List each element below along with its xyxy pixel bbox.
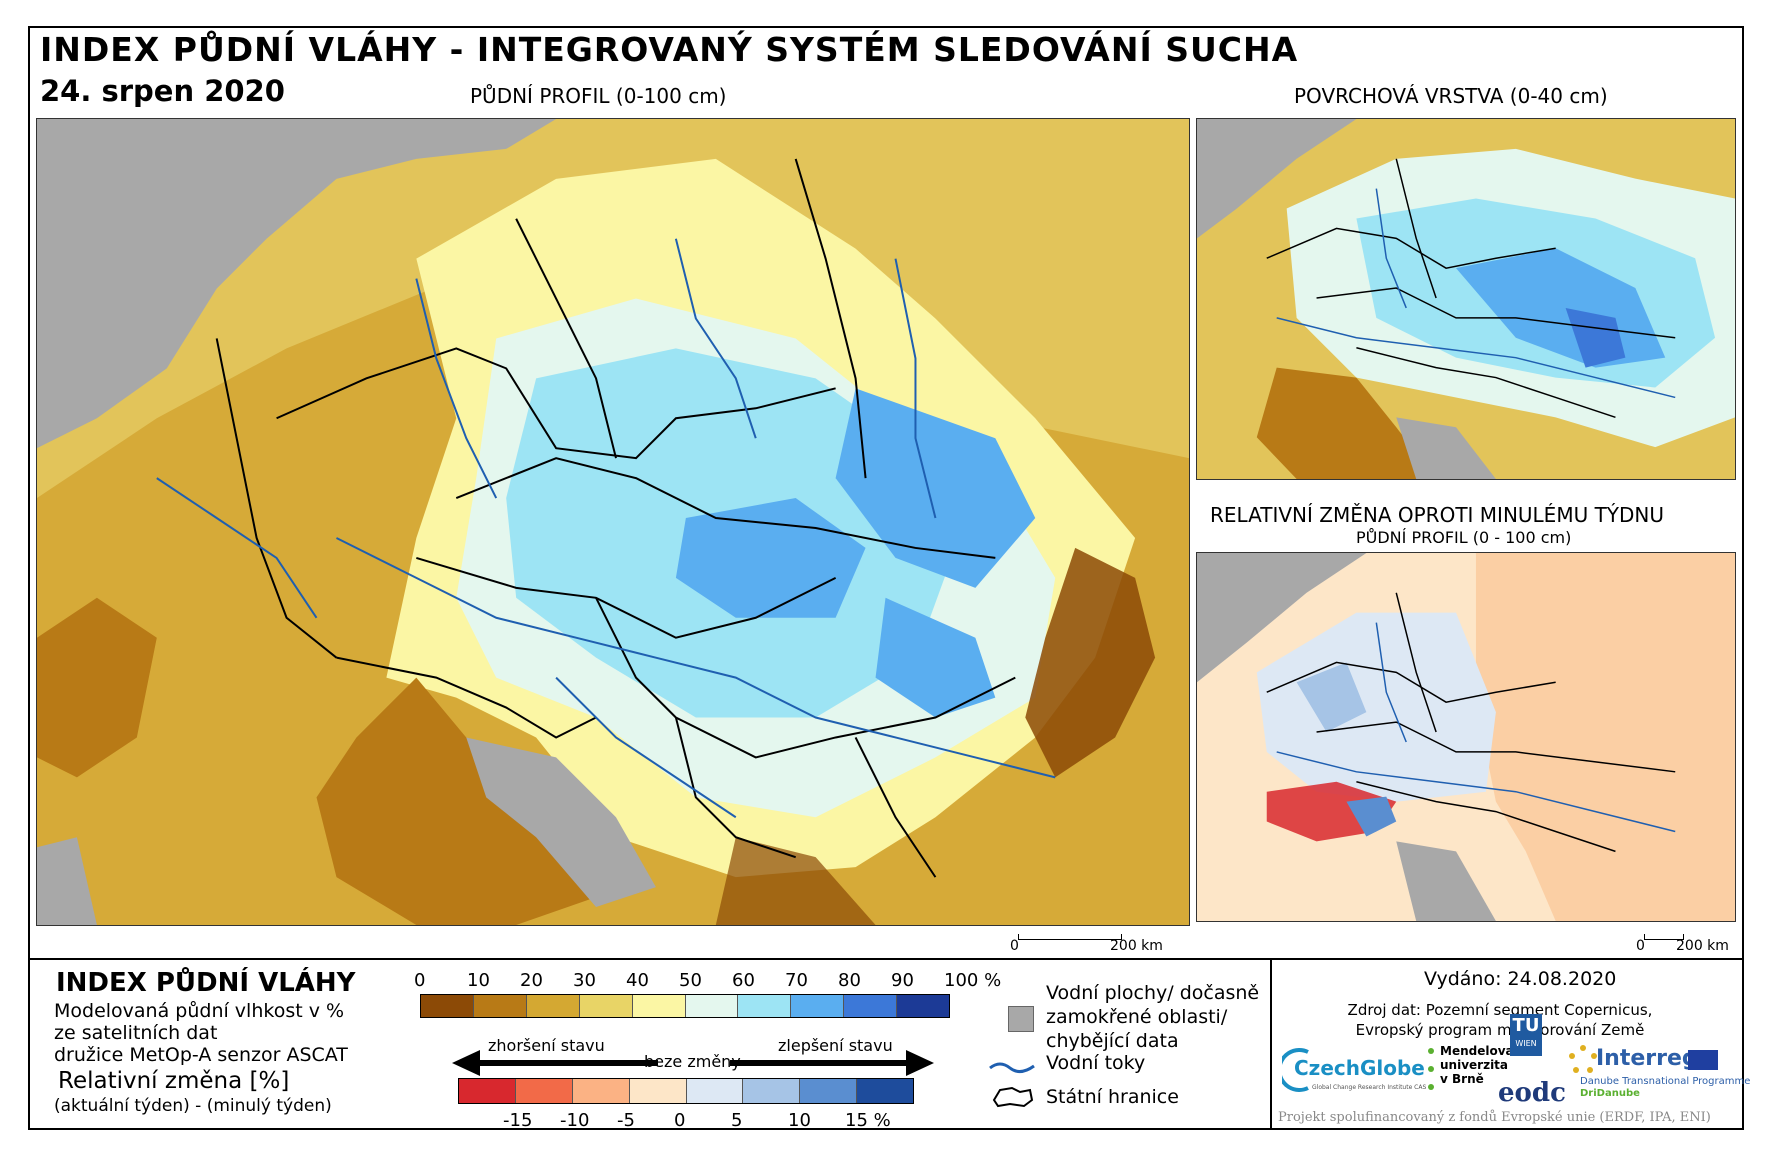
moisture-colorbar bbox=[420, 994, 950, 1018]
legend-line-1: Modelovaná půdní vlhkost v % bbox=[54, 1000, 345, 1022]
legend-line-2: ze satelitních dat bbox=[54, 1022, 218, 1044]
moisture-tick: 90 bbox=[891, 970, 914, 991]
change-swatch bbox=[686, 1079, 744, 1103]
moisture-swatch bbox=[897, 995, 950, 1017]
moisture-tick: 80 bbox=[838, 970, 861, 991]
moisture-tick: 30 bbox=[573, 970, 596, 991]
change-tick: 5 bbox=[731, 1110, 743, 1131]
river-swatch bbox=[989, 1062, 1035, 1073]
moisture-tick: 0 bbox=[414, 970, 426, 991]
mendel-line-2: univerzita bbox=[1440, 1058, 1509, 1072]
funding-footer: Projekt spolufinancovaný z fondů Evropsk… bbox=[1278, 1110, 1711, 1125]
moisture-swatch bbox=[844, 995, 898, 1017]
source-line-1: Zdroj dat: Pozemní segment Copernicus, bbox=[1347, 1001, 1653, 1019]
moisture-swatch bbox=[738, 995, 792, 1017]
scalebar-distance-small: 200 km bbox=[1676, 938, 1729, 954]
moisture-tick: 40 bbox=[626, 970, 649, 991]
change-swatch bbox=[572, 1079, 630, 1103]
relative-change-title: Relativní změna [%] bbox=[58, 1068, 290, 1094]
main-map-caption: PŮDNÍ PROFIL (0-100 cm) bbox=[470, 84, 727, 108]
wien-text: WIEN bbox=[1515, 1039, 1537, 1048]
legend-divider bbox=[28, 958, 1744, 960]
issued-date: Vydáno: 24.08.2020 bbox=[1424, 968, 1617, 990]
tu-wien-logo: TU WIEN bbox=[1510, 1014, 1542, 1056]
worse-label: zhoršení stavu bbox=[488, 1036, 605, 1055]
change-swatch bbox=[800, 1079, 858, 1103]
relative-change-subtitle: (aktuální týden) - (minulý týden) bbox=[54, 1096, 332, 1116]
moisture-tick: 70 bbox=[785, 970, 808, 991]
moisture-swatch bbox=[473, 995, 527, 1017]
change-swatch bbox=[515, 1079, 573, 1103]
change-swatch bbox=[857, 1079, 913, 1103]
surface-layer-map[interactable] bbox=[1196, 118, 1736, 480]
main-soil-moisture-map[interactable] bbox=[36, 118, 1190, 926]
surface-map-caption: POVRCHOVÁ VRSTVA (0-40 cm) bbox=[1294, 84, 1608, 108]
legend-title: INDEX PŮDNÍ VLÁHY bbox=[56, 968, 356, 998]
rivers-label: Vodní toky bbox=[1046, 1052, 1146, 1074]
eodc-logo: eodc bbox=[1498, 1078, 1566, 1108]
nochange-label: beze změny bbox=[644, 1052, 741, 1071]
change-colorbar bbox=[458, 1078, 914, 1104]
mendel-line-1: Mendelova bbox=[1440, 1044, 1514, 1058]
scalebar-zero-small: 0 bbox=[1636, 938, 1645, 954]
scalebar-distance: 200 km bbox=[1110, 938, 1163, 954]
change-tick: 15 % bbox=[845, 1110, 891, 1131]
moisture-tick: 100 % bbox=[944, 970, 1002, 991]
borders-label: Státní hranice bbox=[1046, 1086, 1179, 1108]
interreg-logo: Interreg Danube Transnational Programme … bbox=[1560, 1044, 1750, 1106]
relative-change-map[interactable] bbox=[1196, 552, 1736, 922]
water-data-swatch bbox=[1008, 1006, 1034, 1032]
change-swatch bbox=[459, 1079, 516, 1103]
better-label: zlepšení stavu bbox=[778, 1036, 893, 1055]
water-label-1: Vodní plochy/ dočasně bbox=[1046, 982, 1260, 1004]
scalebar-zero: 0 bbox=[1010, 938, 1019, 954]
moisture-tick: 20 bbox=[520, 970, 543, 991]
data-source: Zdroj dat: Pozemní segment Copernicus, E… bbox=[1300, 1000, 1700, 1040]
change-arrows bbox=[452, 1050, 934, 1076]
change-map-subcaption: PŮDNÍ PROFIL (0 - 100 cm) bbox=[1356, 528, 1572, 547]
dridanube-label: DriDanube bbox=[1580, 1088, 1640, 1099]
moisture-tick: 10 bbox=[467, 970, 490, 991]
moisture-swatch bbox=[685, 995, 739, 1017]
change-swatch bbox=[629, 1079, 687, 1103]
czechglobe-name: CzechGlobe bbox=[1294, 1056, 1425, 1080]
water-label-2: zamokřené oblasti/ bbox=[1046, 1006, 1228, 1028]
moisture-swatch bbox=[579, 995, 633, 1017]
mendel-logo: Mendelova univerzita v Brně bbox=[1428, 1044, 1514, 1104]
moisture-swatch bbox=[421, 995, 474, 1017]
czechglobe-logo: CzechGlobe Global Change Research Instit… bbox=[1282, 1048, 1426, 1096]
moisture-swatch bbox=[791, 995, 845, 1017]
water-label-3: chybějící data bbox=[1046, 1030, 1179, 1052]
moisture-swatch bbox=[632, 995, 686, 1017]
map-date: 24. srpen 2020 bbox=[40, 74, 285, 108]
interreg-sub: Danube Transnational Programme bbox=[1580, 1076, 1751, 1087]
czechglobe-sub: Global Change Research Institute CAS bbox=[1312, 1084, 1427, 1091]
source-line-2: Evropský program monitorování Země bbox=[1355, 1021, 1645, 1039]
change-tick: 10 bbox=[788, 1110, 811, 1131]
eu-flag-icon bbox=[1688, 1050, 1718, 1070]
legend-line-3: družice MetOp-A senzor ASCAT bbox=[54, 1044, 348, 1066]
interreg-name: Interreg bbox=[1596, 1046, 1698, 1071]
moisture-swatch bbox=[526, 995, 580, 1017]
change-tick: 0 bbox=[674, 1110, 686, 1131]
change-tick: -10 bbox=[560, 1110, 590, 1131]
mendel-line-3: v Brně bbox=[1440, 1072, 1484, 1086]
change-map-caption: RELATIVNÍ ZMĚNA OPROTI MINULÉMU TÝDNU bbox=[1210, 503, 1665, 527]
tu-text: TU bbox=[1512, 1015, 1540, 1036]
border-swatch bbox=[992, 1086, 1034, 1108]
moisture-tick: 60 bbox=[732, 970, 755, 991]
info-divider bbox=[1270, 958, 1272, 1130]
change-tick: -5 bbox=[617, 1110, 635, 1131]
change-swatch bbox=[743, 1079, 801, 1103]
change-tick: -15 bbox=[503, 1110, 533, 1131]
moisture-tick: 50 bbox=[679, 970, 702, 991]
interreg-star-icon bbox=[1569, 1045, 1597, 1073]
page-title: INDEX PŮDNÍ VLÁHY - INTEGROVANÝ SYSTÉM S… bbox=[40, 30, 1299, 69]
